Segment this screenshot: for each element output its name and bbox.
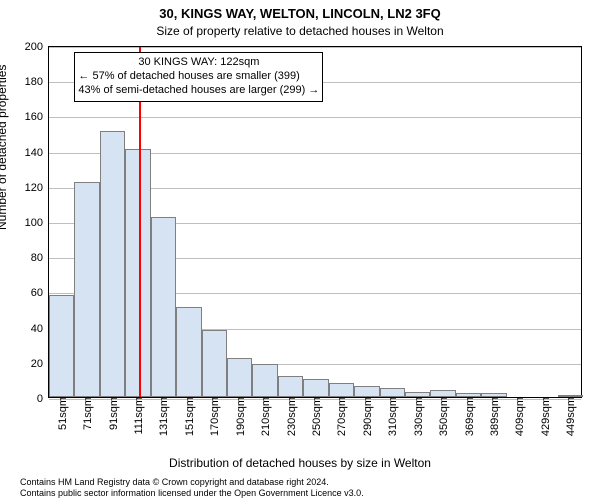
histogram-bar — [100, 131, 125, 397]
ytick-label: 200 — [25, 41, 49, 53]
xtick-label: 429sqm — [538, 397, 552, 436]
ytick-label: 160 — [25, 111, 49, 123]
xtick-label: 350sqm — [436, 397, 450, 436]
xtick-label: 449sqm — [563, 397, 577, 436]
ytick-label: 100 — [25, 217, 49, 229]
xtick-label: 170sqm — [207, 397, 221, 436]
chart-subtitle: Size of property relative to detached ho… — [0, 24, 600, 38]
histogram-bar — [151, 217, 176, 397]
xtick-label: 389sqm — [487, 397, 501, 436]
y-axis-label: Number of detached properties — [0, 65, 9, 230]
histogram-bar — [74, 182, 99, 397]
xtick-label: 250sqm — [309, 397, 323, 436]
histogram-bar — [176, 307, 201, 397]
ytick-label: 40 — [31, 323, 49, 335]
xtick-label: 131sqm — [156, 397, 170, 436]
gridline — [49, 47, 581, 48]
annotation-line: 30 KINGS WAY: 122sqm — [78, 56, 319, 70]
xtick-label: 190sqm — [233, 397, 247, 436]
footer-attribution: Contains HM Land Registry data © Crown c… — [20, 477, 580, 498]
ytick-label: 180 — [25, 76, 49, 88]
histogram-bar — [354, 386, 379, 397]
ytick-label: 20 — [31, 358, 49, 370]
annotation-line: ← 57% of detached houses are smaller (39… — [78, 70, 319, 84]
histogram-bar — [125, 149, 150, 397]
xtick-label: 369sqm — [462, 397, 476, 436]
xtick-label: 71sqm — [80, 397, 94, 430]
footer-line-2: Contains public sector information licen… — [20, 488, 580, 498]
histogram-bar — [303, 379, 328, 397]
histogram-bar — [227, 358, 252, 397]
xtick-label: 409sqm — [512, 397, 526, 436]
xtick-label: 330sqm — [411, 397, 425, 436]
xtick-label: 91sqm — [106, 397, 120, 430]
x-axis-label: Distribution of detached houses by size … — [0, 456, 600, 470]
ytick-label: 0 — [37, 393, 49, 405]
xtick-label: 290sqm — [360, 397, 374, 436]
histogram-bar — [329, 383, 354, 397]
ytick-label: 120 — [25, 182, 49, 194]
annotation-box: 30 KINGS WAY: 122sqm← 57% of detached ho… — [74, 52, 323, 101]
xtick-label: 310sqm — [385, 397, 399, 436]
histogram-bar — [49, 295, 74, 397]
ytick-label: 140 — [25, 147, 49, 159]
xtick-label: 151sqm — [182, 397, 196, 436]
histogram-bar — [252, 364, 277, 397]
ytick-label: 60 — [31, 287, 49, 299]
ytick-label: 80 — [31, 252, 49, 264]
chart-title: 30, KINGS WAY, WELTON, LINCOLN, LN2 3FQ — [0, 6, 600, 21]
xtick-label: 51sqm — [55, 397, 69, 430]
histogram-bar — [202, 330, 227, 397]
gridline — [49, 117, 581, 118]
histogram-bar — [380, 388, 405, 397]
annotation-line: 43% of semi-detached houses are larger (… — [78, 84, 319, 98]
histogram-bar — [430, 390, 455, 397]
xtick-label: 230sqm — [284, 397, 298, 436]
histogram-bar — [278, 376, 303, 397]
plot-area: 02040608010012014016018020051sqm71sqm91s… — [48, 46, 582, 398]
xtick-label: 270sqm — [334, 397, 348, 436]
xtick-label: 111sqm — [131, 397, 145, 435]
footer-line-1: Contains HM Land Registry data © Crown c… — [20, 477, 580, 487]
xtick-label: 210sqm — [258, 397, 272, 436]
